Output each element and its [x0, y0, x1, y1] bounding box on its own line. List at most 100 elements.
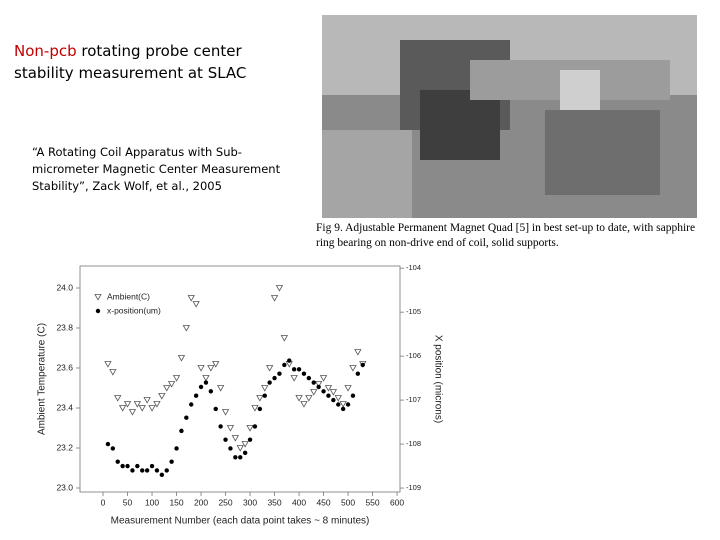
circle-point — [316, 384, 321, 390]
figure-caption: Fig 9. Adjustable Permanent Magnet Quad … — [316, 222, 696, 249]
triangle-point — [182, 325, 191, 332]
x-tick-label: 150 — [169, 497, 183, 507]
triangle-point — [133, 401, 142, 408]
plot-frame — [79, 265, 401, 493]
legend-symbol — [95, 308, 101, 314]
triangle-point — [349, 365, 357, 372]
triangle-point — [163, 385, 171, 392]
circle-point — [105, 441, 111, 447]
y-tick-label: 23.2 — [56, 442, 73, 452]
y2-tick-label: -106 — [406, 351, 421, 360]
circle-point — [340, 406, 346, 412]
circle-point — [238, 455, 243, 460]
circle-point — [242, 450, 248, 456]
y2-axis-label: X position (microns) — [432, 335, 443, 423]
circle-point — [203, 380, 209, 385]
triangle-point — [216, 385, 225, 392]
y2-tick-label: -104 — [406, 263, 421, 272]
triangle-point — [114, 395, 122, 402]
triangle-point — [148, 405, 156, 412]
triangle-point — [143, 397, 151, 404]
x-tick-label: 300 — [243, 497, 257, 507]
circle-point — [125, 463, 130, 469]
circle-point — [291, 367, 297, 372]
x-tick-label: 400 — [292, 497, 306, 507]
x-tick-label: 500 — [341, 497, 355, 507]
circle-point — [336, 402, 341, 407]
circle-point — [257, 406, 263, 412]
triangle-point — [187, 295, 195, 302]
triangle-point — [226, 425, 235, 432]
triangle-point — [123, 401, 132, 408]
circle-point — [198, 384, 204, 390]
triangle-point — [202, 375, 210, 382]
triangle-point — [295, 395, 303, 402]
circle-point — [169, 459, 174, 464]
triangle-point — [290, 375, 298, 382]
circle-point — [272, 375, 277, 381]
triangle-point — [128, 409, 137, 416]
triangle-point — [241, 441, 249, 448]
circle-point — [179, 428, 184, 434]
circle-point — [193, 393, 199, 398]
x-tick-label: 450 — [316, 497, 330, 507]
title: Non-pcb rotating probe center stability … — [14, 40, 304, 84]
circle-point — [296, 367, 302, 372]
circle-point — [282, 362, 287, 368]
triangle-point — [221, 409, 230, 416]
circle-point — [301, 371, 307, 376]
x-tick-label: 250 — [218, 497, 232, 507]
circle-point — [228, 446, 233, 451]
circle-point — [262, 393, 267, 398]
triangle-point — [300, 401, 308, 408]
chart-panel — [30, 262, 435, 532]
triangle-point — [251, 405, 259, 412]
y-tick-label: 23.4 — [56, 402, 73, 412]
triangle-point — [177, 355, 186, 362]
legend-symbol — [94, 294, 102, 301]
triangle-point — [261, 385, 269, 392]
circle-point — [331, 397, 336, 403]
x-tick-label: 350 — [267, 497, 281, 507]
circle-point — [233, 455, 238, 460]
citation: “A Rotating Coil Apparatus with Sub-micr… — [32, 145, 281, 193]
triangle-point — [236, 445, 244, 452]
triangle-point — [212, 361, 220, 368]
x-tick-label: 50 — [123, 497, 133, 507]
circle-point — [159, 472, 165, 478]
triangle-point — [207, 365, 215, 372]
circle-point — [184, 415, 189, 420]
circle-point — [326, 393, 331, 398]
circle-point — [135, 463, 140, 469]
triangle-point — [197, 365, 205, 372]
x-tick-label: 0 — [101, 497, 106, 507]
circle-point — [350, 393, 356, 398]
triangle-point — [314, 381, 323, 388]
y-axis-label: Ambient Temperature (C) — [37, 323, 48, 435]
circle-point — [110, 446, 116, 451]
circle-point — [311, 380, 316, 385]
triangle-point — [344, 385, 352, 392]
legend-label: x-position(um) — [107, 305, 161, 315]
triangle-point — [138, 405, 146, 412]
x-tick-label: 550 — [365, 497, 379, 507]
triangle-point — [339, 401, 347, 408]
circle-point — [164, 468, 169, 473]
circle-point — [130, 468, 135, 473]
triangle-point — [109, 369, 117, 376]
circle-point — [360, 362, 365, 368]
triangle-point — [167, 381, 176, 388]
triangle-point — [153, 401, 161, 408]
circle-point — [149, 463, 155, 469]
triangle-point — [270, 295, 279, 302]
circle-point — [140, 468, 145, 473]
circle-point — [223, 437, 228, 442]
x-tick-label: 200 — [194, 497, 208, 507]
triangle-point — [310, 389, 318, 396]
triangle-point — [172, 375, 181, 382]
circle-point — [213, 406, 218, 412]
legend-label: Ambient(C) — [107, 291, 150, 301]
circle-point — [120, 463, 125, 469]
circle-point — [287, 358, 292, 363]
